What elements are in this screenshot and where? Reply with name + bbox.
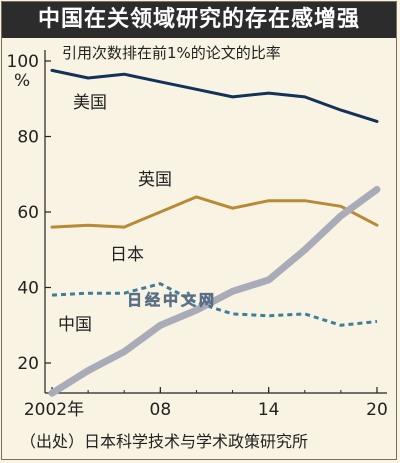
line-usa [50, 68, 379, 123]
line-china [48, 185, 381, 397]
series-label-uk: 英国 [138, 170, 172, 190]
chart-subtitle: 引用次数排在前1%的论文的比率 [62, 44, 281, 62]
x-tick-label: 14 [258, 400, 280, 420]
chart-title: 中国在关领域研究的存在感增强 [2, 2, 396, 38]
x-tick-label: 20 [366, 400, 388, 420]
series-label-usa: 美国 [73, 93, 107, 113]
x-tick-label: 2002年 [24, 400, 84, 420]
y-tick-label: 80 [17, 128, 39, 148]
y-tick-label: 20 [17, 354, 39, 374]
y-tick-label: 100 [7, 52, 39, 72]
y-unit-label: % [14, 71, 30, 91]
source-note: （出处）日本科学技术与学术政策研究所 [20, 432, 309, 451]
y-tick-label: 40 [17, 279, 39, 299]
y-tick-label: 60 [17, 203, 39, 223]
x-tick-label: 08 [150, 400, 172, 420]
line-japan [51, 282, 378, 327]
series-label-japan: 日本 [110, 245, 144, 265]
series-label-china: 中国 [58, 315, 92, 335]
watermark-text: 日经中文网 [127, 291, 217, 309]
line-uk [50, 195, 379, 229]
